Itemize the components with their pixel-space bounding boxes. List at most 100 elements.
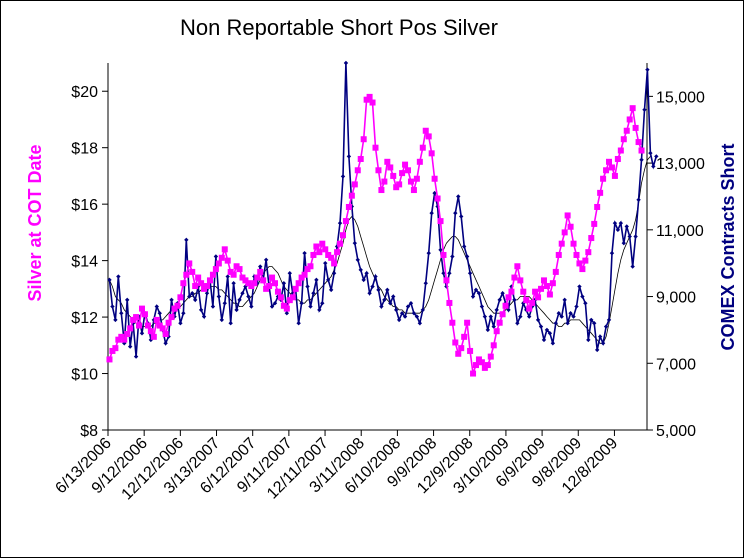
silver-point <box>520 288 527 295</box>
contracts-point <box>577 284 582 289</box>
contracts-point <box>116 274 121 279</box>
contracts-point <box>565 321 570 326</box>
contracts-point <box>163 341 168 346</box>
contracts-point <box>308 304 313 309</box>
silver-point <box>532 288 539 295</box>
contracts-point <box>269 304 275 309</box>
silver-point <box>153 316 160 323</box>
contracts-point <box>133 354 139 359</box>
silver-point <box>638 147 645 154</box>
silver-point <box>529 299 536 306</box>
contracts-point <box>467 270 473 276</box>
silver-point <box>138 305 145 312</box>
contracts-point <box>600 341 606 346</box>
silver-point <box>224 257 231 264</box>
silver-point <box>236 266 243 273</box>
silver-point <box>402 161 409 168</box>
silver-point <box>141 311 148 318</box>
silver-point <box>266 283 273 290</box>
silver-point <box>552 268 559 275</box>
contracts-point <box>594 347 600 353</box>
silver-point <box>484 362 491 369</box>
silver-point <box>174 302 181 309</box>
silver-point <box>301 271 308 278</box>
right-tick-label: 5,000 <box>656 423 696 440</box>
contracts-point <box>432 190 437 196</box>
silver-point <box>106 356 113 363</box>
silver-point <box>121 336 128 343</box>
silver-point <box>230 271 237 278</box>
contracts-point <box>615 227 621 233</box>
silver-point <box>390 172 397 179</box>
silver-point <box>372 144 379 151</box>
contracts-point <box>305 284 310 289</box>
silver-point <box>127 325 134 332</box>
silver-point <box>576 260 583 267</box>
silver-point <box>366 93 373 100</box>
contracts-point <box>192 297 198 303</box>
contracts-point <box>645 67 650 72</box>
contracts-point <box>461 244 467 249</box>
contracts-point <box>417 321 423 326</box>
silver-point <box>449 319 456 326</box>
contracts-point <box>355 257 360 263</box>
silver-point <box>319 240 326 247</box>
silver-point <box>186 260 193 267</box>
silver-point <box>289 294 296 301</box>
silver-point <box>384 158 391 165</box>
silver-point <box>620 136 627 143</box>
silver-point <box>192 283 199 290</box>
silver-point <box>446 299 453 306</box>
right-tick-label: 15,000 <box>656 89 705 106</box>
silver-point <box>313 243 320 250</box>
silver-point <box>198 280 205 287</box>
contracts-point <box>515 321 520 326</box>
contracts-point <box>399 311 405 316</box>
silver-point <box>269 274 276 281</box>
contracts-point <box>423 281 428 286</box>
contracts-point <box>583 301 588 306</box>
contracts-point <box>500 291 505 296</box>
silver-point <box>546 291 553 298</box>
silver-point <box>257 268 264 275</box>
silver-point <box>339 232 346 239</box>
silver-point <box>251 280 258 287</box>
silver-point <box>629 105 636 112</box>
silver-point <box>277 294 284 301</box>
silver-point <box>150 333 157 340</box>
silver-point <box>440 251 447 258</box>
contracts-point <box>181 311 186 316</box>
silver-point <box>600 175 607 182</box>
contracts-point <box>559 314 564 319</box>
contracts-point <box>302 250 307 256</box>
silver-point <box>322 246 329 253</box>
silver-point <box>206 277 213 284</box>
silver-point <box>328 254 335 261</box>
contracts-point <box>450 254 455 259</box>
contracts-point <box>497 297 502 303</box>
silver-point <box>617 147 624 154</box>
silver-point <box>437 218 444 225</box>
silver-point <box>517 277 524 284</box>
left-tick-label: $12 <box>71 310 98 327</box>
silver-point <box>588 235 595 242</box>
silver-point <box>212 266 219 273</box>
silver-point <box>543 283 550 290</box>
contracts-point <box>571 314 576 319</box>
contracts-point <box>606 317 612 323</box>
left-tick-label: $20 <box>71 84 98 101</box>
contracts-point <box>343 60 349 66</box>
silver-point <box>375 167 382 174</box>
silver-point <box>511 274 518 281</box>
contracts-point <box>541 337 547 343</box>
silver-point <box>254 274 261 281</box>
silver-point <box>502 302 509 309</box>
contracts-point <box>376 287 381 293</box>
contracts-point <box>178 321 183 326</box>
silver-point <box>470 370 477 377</box>
contracts-point <box>447 270 452 276</box>
silver-point <box>165 319 172 326</box>
silver-point <box>478 359 485 366</box>
silver-point <box>493 328 500 335</box>
